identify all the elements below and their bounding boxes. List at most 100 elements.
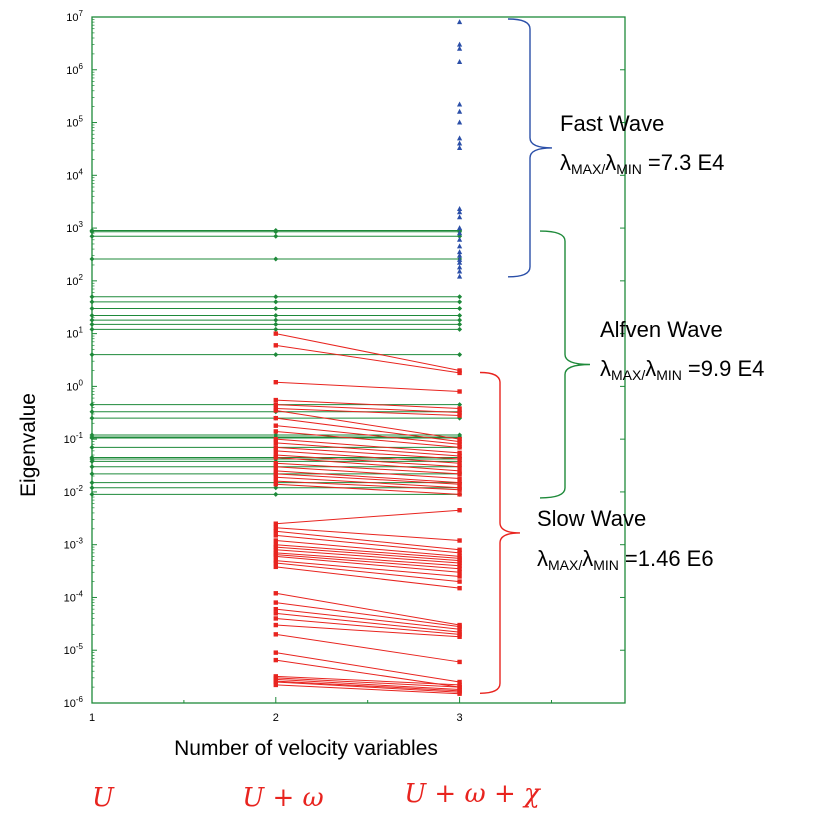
diamond-marker bbox=[457, 313, 463, 319]
square-marker bbox=[273, 591, 278, 596]
diamond-marker bbox=[89, 352, 95, 358]
slow-line bbox=[275, 381, 460, 392]
square-marker bbox=[273, 475, 278, 480]
bracket bbox=[479, 371, 521, 694]
slow-line bbox=[275, 612, 460, 633]
slow-line bbox=[275, 592, 460, 626]
diamond-marker bbox=[89, 491, 95, 497]
slow-line bbox=[275, 480, 460, 491]
square-marker bbox=[457, 436, 462, 442]
diamond-marker bbox=[457, 317, 463, 323]
triangle-marker bbox=[456, 225, 463, 231]
square-marker bbox=[457, 406, 462, 411]
diamond-marker bbox=[89, 480, 95, 486]
square-marker bbox=[457, 453, 462, 459]
square-marker bbox=[457, 468, 462, 474]
triangle-marker bbox=[456, 135, 463, 141]
diamond-marker bbox=[89, 485, 95, 491]
square-marker bbox=[457, 492, 462, 497]
diamond-marker bbox=[457, 305, 463, 311]
slow-line bbox=[275, 566, 460, 589]
square-marker bbox=[273, 423, 278, 428]
diamond-marker bbox=[89, 233, 95, 239]
slow-series bbox=[273, 331, 462, 696]
triangle-marker bbox=[456, 252, 463, 258]
slow-line bbox=[275, 652, 460, 683]
slow-line bbox=[275, 544, 460, 559]
diamond-marker bbox=[273, 256, 279, 262]
triangle-marker bbox=[456, 209, 463, 215]
square-marker bbox=[273, 482, 278, 487]
diamond-marker bbox=[273, 485, 279, 491]
fast-wave-ratio: λMAX/λMIN =7.3 E4 bbox=[560, 150, 724, 177]
triangle-marker bbox=[456, 140, 463, 146]
square-marker bbox=[457, 624, 462, 629]
triangle-marker bbox=[456, 243, 463, 249]
square-marker bbox=[457, 563, 462, 568]
slow-line bbox=[275, 470, 460, 484]
square-marker bbox=[273, 448, 278, 454]
square-marker bbox=[273, 452, 278, 458]
square-marker bbox=[273, 547, 278, 553]
slow-line bbox=[275, 617, 460, 635]
diamond-marker bbox=[273, 326, 279, 332]
diamond-marker bbox=[89, 444, 95, 450]
diamond-marker bbox=[273, 317, 279, 323]
slow-line bbox=[275, 540, 460, 557]
square-marker bbox=[273, 468, 278, 474]
x-category-1: U bbox=[92, 783, 115, 813]
diamond-marker bbox=[273, 294, 279, 300]
axis-ticks bbox=[91, 16, 625, 704]
slow-line bbox=[275, 602, 460, 628]
square-marker bbox=[273, 600, 278, 605]
text-layer: 10-6 10-5 10-4 10-3 10-2 10-1 100 101 102 103 104 1… bbox=[64, 9, 463, 724]
slow-line bbox=[275, 454, 460, 468]
diamond-marker bbox=[89, 317, 95, 323]
x-category-2: U + ω bbox=[242, 783, 323, 813]
square-marker bbox=[273, 611, 278, 616]
y-tick-label: 10-4 bbox=[64, 589, 84, 604]
slow-line bbox=[275, 549, 460, 564]
y-tick-label: 104 bbox=[66, 167, 83, 182]
slow-line bbox=[275, 344, 460, 374]
diamond-marker bbox=[273, 352, 279, 358]
triangle-marker bbox=[456, 59, 463, 65]
triangle-marker bbox=[456, 259, 463, 265]
y-tick-label: 103 bbox=[66, 220, 83, 235]
slow-line bbox=[275, 462, 460, 475]
square-marker bbox=[457, 450, 462, 456]
square-marker bbox=[457, 445, 462, 450]
triangle-marker bbox=[456, 268, 463, 274]
diamond-marker bbox=[457, 352, 463, 358]
square-marker bbox=[457, 691, 462, 696]
square-marker bbox=[273, 679, 278, 685]
triangle-marker bbox=[456, 273, 463, 279]
slow-line bbox=[275, 417, 460, 443]
slow-line bbox=[275, 399, 460, 410]
slow-wave-ratio: λMAX/λMIN =1.46 E6 bbox=[537, 546, 714, 573]
square-marker bbox=[457, 585, 462, 591]
slow-wave-title: Slow Wave bbox=[537, 506, 646, 531]
slow-line bbox=[275, 408, 460, 417]
x-tick-label: 1 bbox=[89, 712, 95, 724]
square-marker bbox=[273, 380, 278, 385]
x-axis-title: Number of velocity variables bbox=[174, 737, 438, 760]
square-marker bbox=[273, 343, 278, 348]
y-tick-label: 10-1 bbox=[64, 431, 84, 446]
triangle-marker bbox=[456, 236, 463, 242]
diamond-marker bbox=[457, 299, 463, 305]
square-marker bbox=[457, 471, 462, 477]
square-marker bbox=[457, 550, 462, 556]
square-marker bbox=[273, 331, 278, 336]
diamond-marker bbox=[89, 256, 95, 262]
diamond-marker bbox=[457, 326, 463, 332]
slow-line bbox=[275, 554, 460, 570]
square-marker bbox=[273, 606, 278, 612]
square-marker bbox=[273, 544, 278, 550]
square-marker bbox=[273, 464, 278, 469]
slow-line bbox=[275, 483, 460, 495]
alfven-wave-title: Alfven Wave bbox=[600, 317, 723, 342]
square-marker bbox=[457, 464, 462, 469]
x-tick-label: 2 bbox=[273, 712, 279, 724]
diamond-marker bbox=[89, 409, 95, 415]
